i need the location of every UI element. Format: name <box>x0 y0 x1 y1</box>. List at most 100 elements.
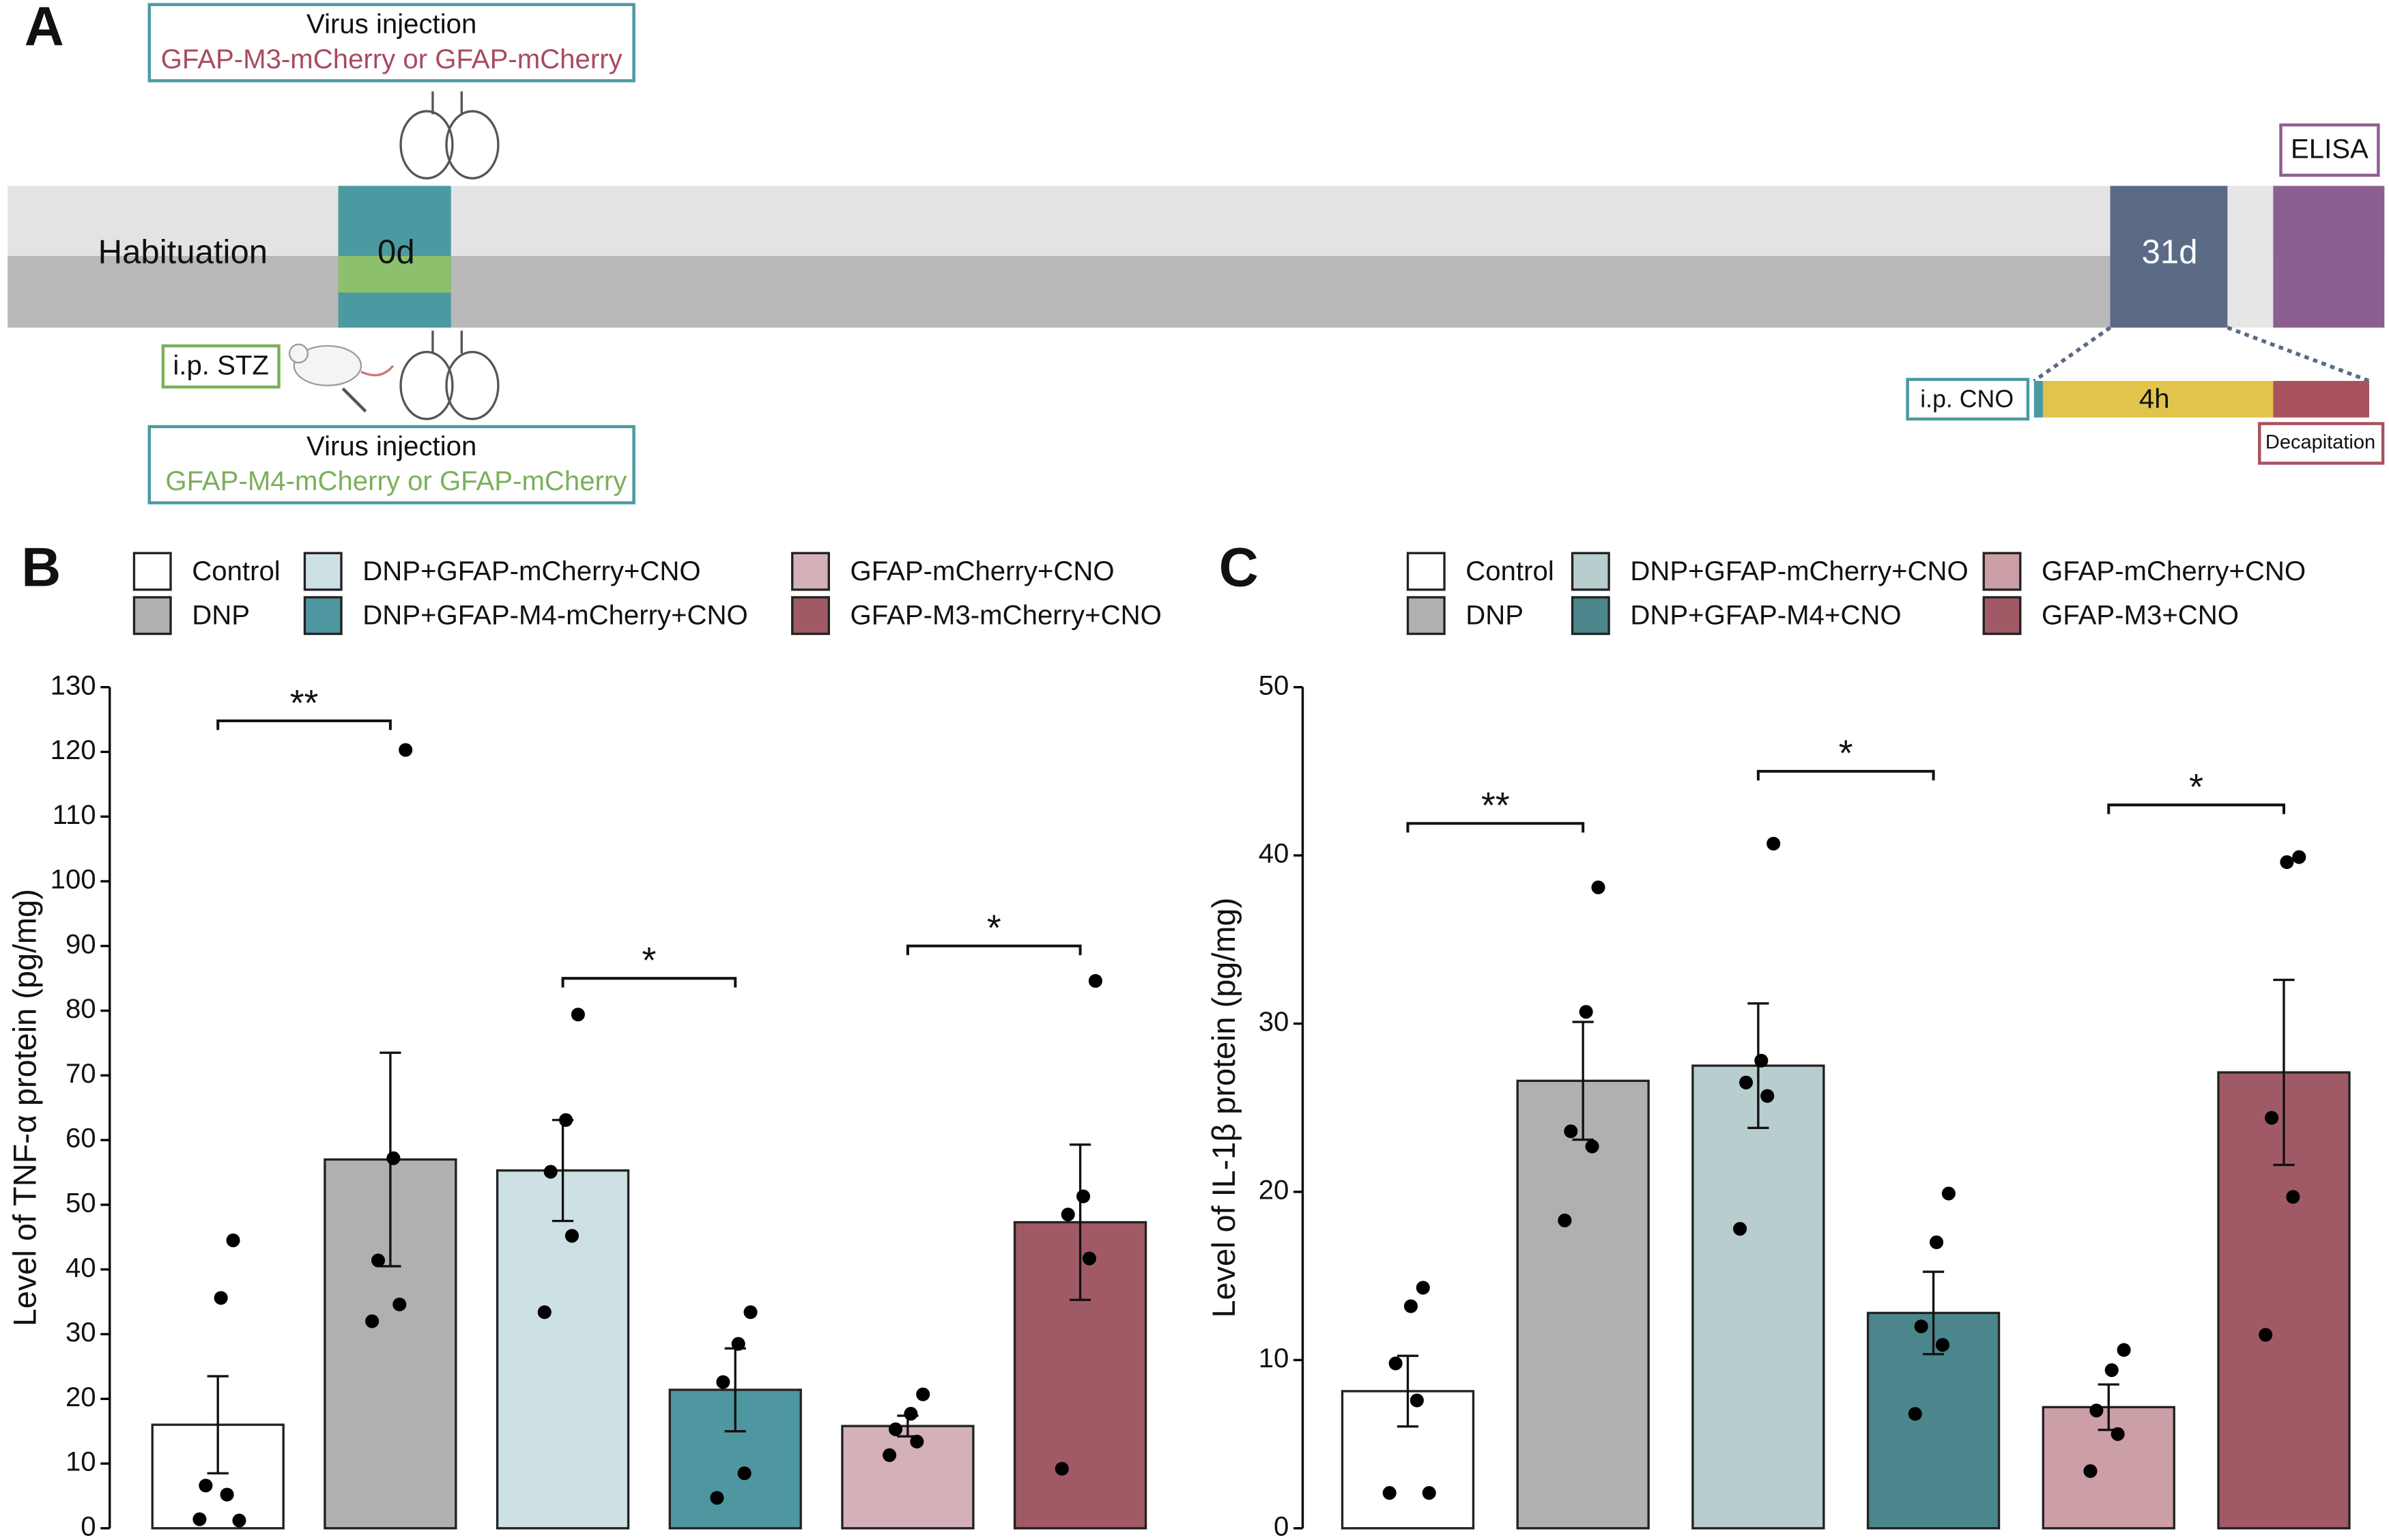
y-axis-label: Level of TNF-α protein (pg/mg) <box>8 889 43 1326</box>
legend-label: GFAP-M3-mCherry+CNO <box>850 600 1162 631</box>
data-point <box>2117 1343 2131 1357</box>
legend-label: GFAP-mCherry+CNO <box>850 556 1115 586</box>
decap-label: Decapitation <box>2265 431 2375 453</box>
significance-bracket <box>561 977 737 988</box>
data-point <box>1558 1213 1572 1227</box>
data-point <box>1564 1124 1578 1139</box>
data-point <box>543 1165 558 1179</box>
legend-label: DNP <box>192 600 250 631</box>
y-tick-label: 80 <box>66 993 96 1024</box>
legend-swatch <box>132 596 172 636</box>
data-point <box>220 1487 234 1502</box>
bar <box>841 1425 975 1530</box>
y-tick-label: 30 <box>1259 1006 1289 1037</box>
y-tick-label: 20 <box>1259 1175 1289 1206</box>
data-point <box>386 1151 401 1165</box>
significance-bracket <box>216 719 392 730</box>
data-point <box>232 1513 246 1528</box>
significance-label: ** <box>1481 786 1510 826</box>
brain-icon <box>399 91 500 420</box>
data-point <box>1061 1208 1075 1222</box>
data-point <box>1076 1189 1091 1203</box>
y-tick-label: 60 <box>66 1123 96 1154</box>
timeline-band <box>8 255 2111 328</box>
data-point <box>192 1512 207 1526</box>
data-point <box>226 1234 240 1248</box>
data-point <box>1055 1461 1069 1476</box>
wait-block <box>2043 381 2274 418</box>
mouse-icon <box>289 343 395 413</box>
data-point <box>365 1314 380 1328</box>
data-point <box>1941 1186 1956 1201</box>
data-point <box>883 1448 897 1462</box>
elisa-box <box>2279 123 2380 177</box>
legend-label: DNP+GFAP-mCherry+CNO <box>362 556 700 586</box>
data-point <box>2104 1363 2119 1378</box>
injection-box <box>147 3 635 83</box>
y-tick-label: 0 <box>81 1511 96 1540</box>
significance-bracket <box>2107 803 2285 814</box>
y-tick-label: 0 <box>1274 1511 1289 1540</box>
legend-swatch <box>1571 552 1610 591</box>
panel-label: B <box>21 537 61 598</box>
legend-label: GFAP-M3+CNO <box>2042 600 2239 631</box>
data-point <box>2083 1464 2098 1479</box>
timeline-gap <box>2227 186 2274 328</box>
y-tick-label: 110 <box>53 799 96 830</box>
cno-label: i.p. CNO <box>1920 385 2014 412</box>
data-point <box>2111 1427 2125 1441</box>
cno-box <box>1906 377 2030 421</box>
y-axis-label: Level of IL-1β protein (pg/mg) <box>1206 898 1242 1318</box>
elisa-label: ELISA <box>2291 134 2369 165</box>
legend-swatch <box>303 596 343 636</box>
legend-label: DNP+GFAP-M4-mCherry+CNO <box>362 600 748 631</box>
legend-swatch <box>791 596 830 636</box>
data-point <box>558 1113 573 1127</box>
y-tick-label: 10 <box>66 1446 96 1477</box>
y-tick-label: 40 <box>66 1252 96 1283</box>
y-tick-label: 100 <box>51 864 96 895</box>
duration-label: 4h <box>2139 384 2170 414</box>
zoom-line <box>2227 326 2370 383</box>
data-point <box>1766 836 1781 851</box>
day0-stripe <box>338 255 451 293</box>
day0-label: 0d <box>377 234 415 271</box>
data-point <box>889 1422 903 1436</box>
data-point <box>737 1466 752 1481</box>
decap-box <box>2258 422 2385 465</box>
legend-swatch <box>1571 596 1610 636</box>
y-tick-label: 90 <box>66 928 96 959</box>
stz-box <box>161 344 281 389</box>
data-point <box>1935 1338 1950 1352</box>
data-point <box>716 1375 730 1389</box>
data-point <box>1733 1222 1747 1236</box>
bar <box>1516 1079 1650 1530</box>
data-point <box>1088 973 1102 988</box>
legend-label: Control <box>192 556 280 586</box>
y-tick-label: 70 <box>66 1058 96 1089</box>
legend-swatch <box>791 552 830 591</box>
significance-label: * <box>2189 767 2203 808</box>
data-point <box>2265 1111 2279 1125</box>
data-point <box>537 1305 552 1320</box>
data-point <box>1410 1393 1424 1408</box>
legend-swatch <box>303 552 343 591</box>
significance-bracket <box>1756 769 1935 781</box>
data-point <box>371 1253 386 1268</box>
significance-label: ** <box>290 683 319 724</box>
legend-label: Control <box>1465 556 1554 586</box>
legend-swatch <box>1982 596 2022 636</box>
data-point <box>199 1479 213 1493</box>
data-point <box>1579 1005 1593 1019</box>
data-point <box>2292 850 2306 864</box>
data-point <box>731 1337 745 1351</box>
data-point <box>1754 1053 1769 1068</box>
significance-label: * <box>987 909 1001 949</box>
data-point <box>1382 1486 1397 1500</box>
legend-swatch <box>1406 596 1446 636</box>
injection-subtitle: GFAP-M4-mCherry or GFAP-mCherry <box>165 466 627 496</box>
y-tick-label: 120 <box>51 735 96 765</box>
bar <box>496 1169 630 1530</box>
legend-swatch <box>1982 552 2022 591</box>
